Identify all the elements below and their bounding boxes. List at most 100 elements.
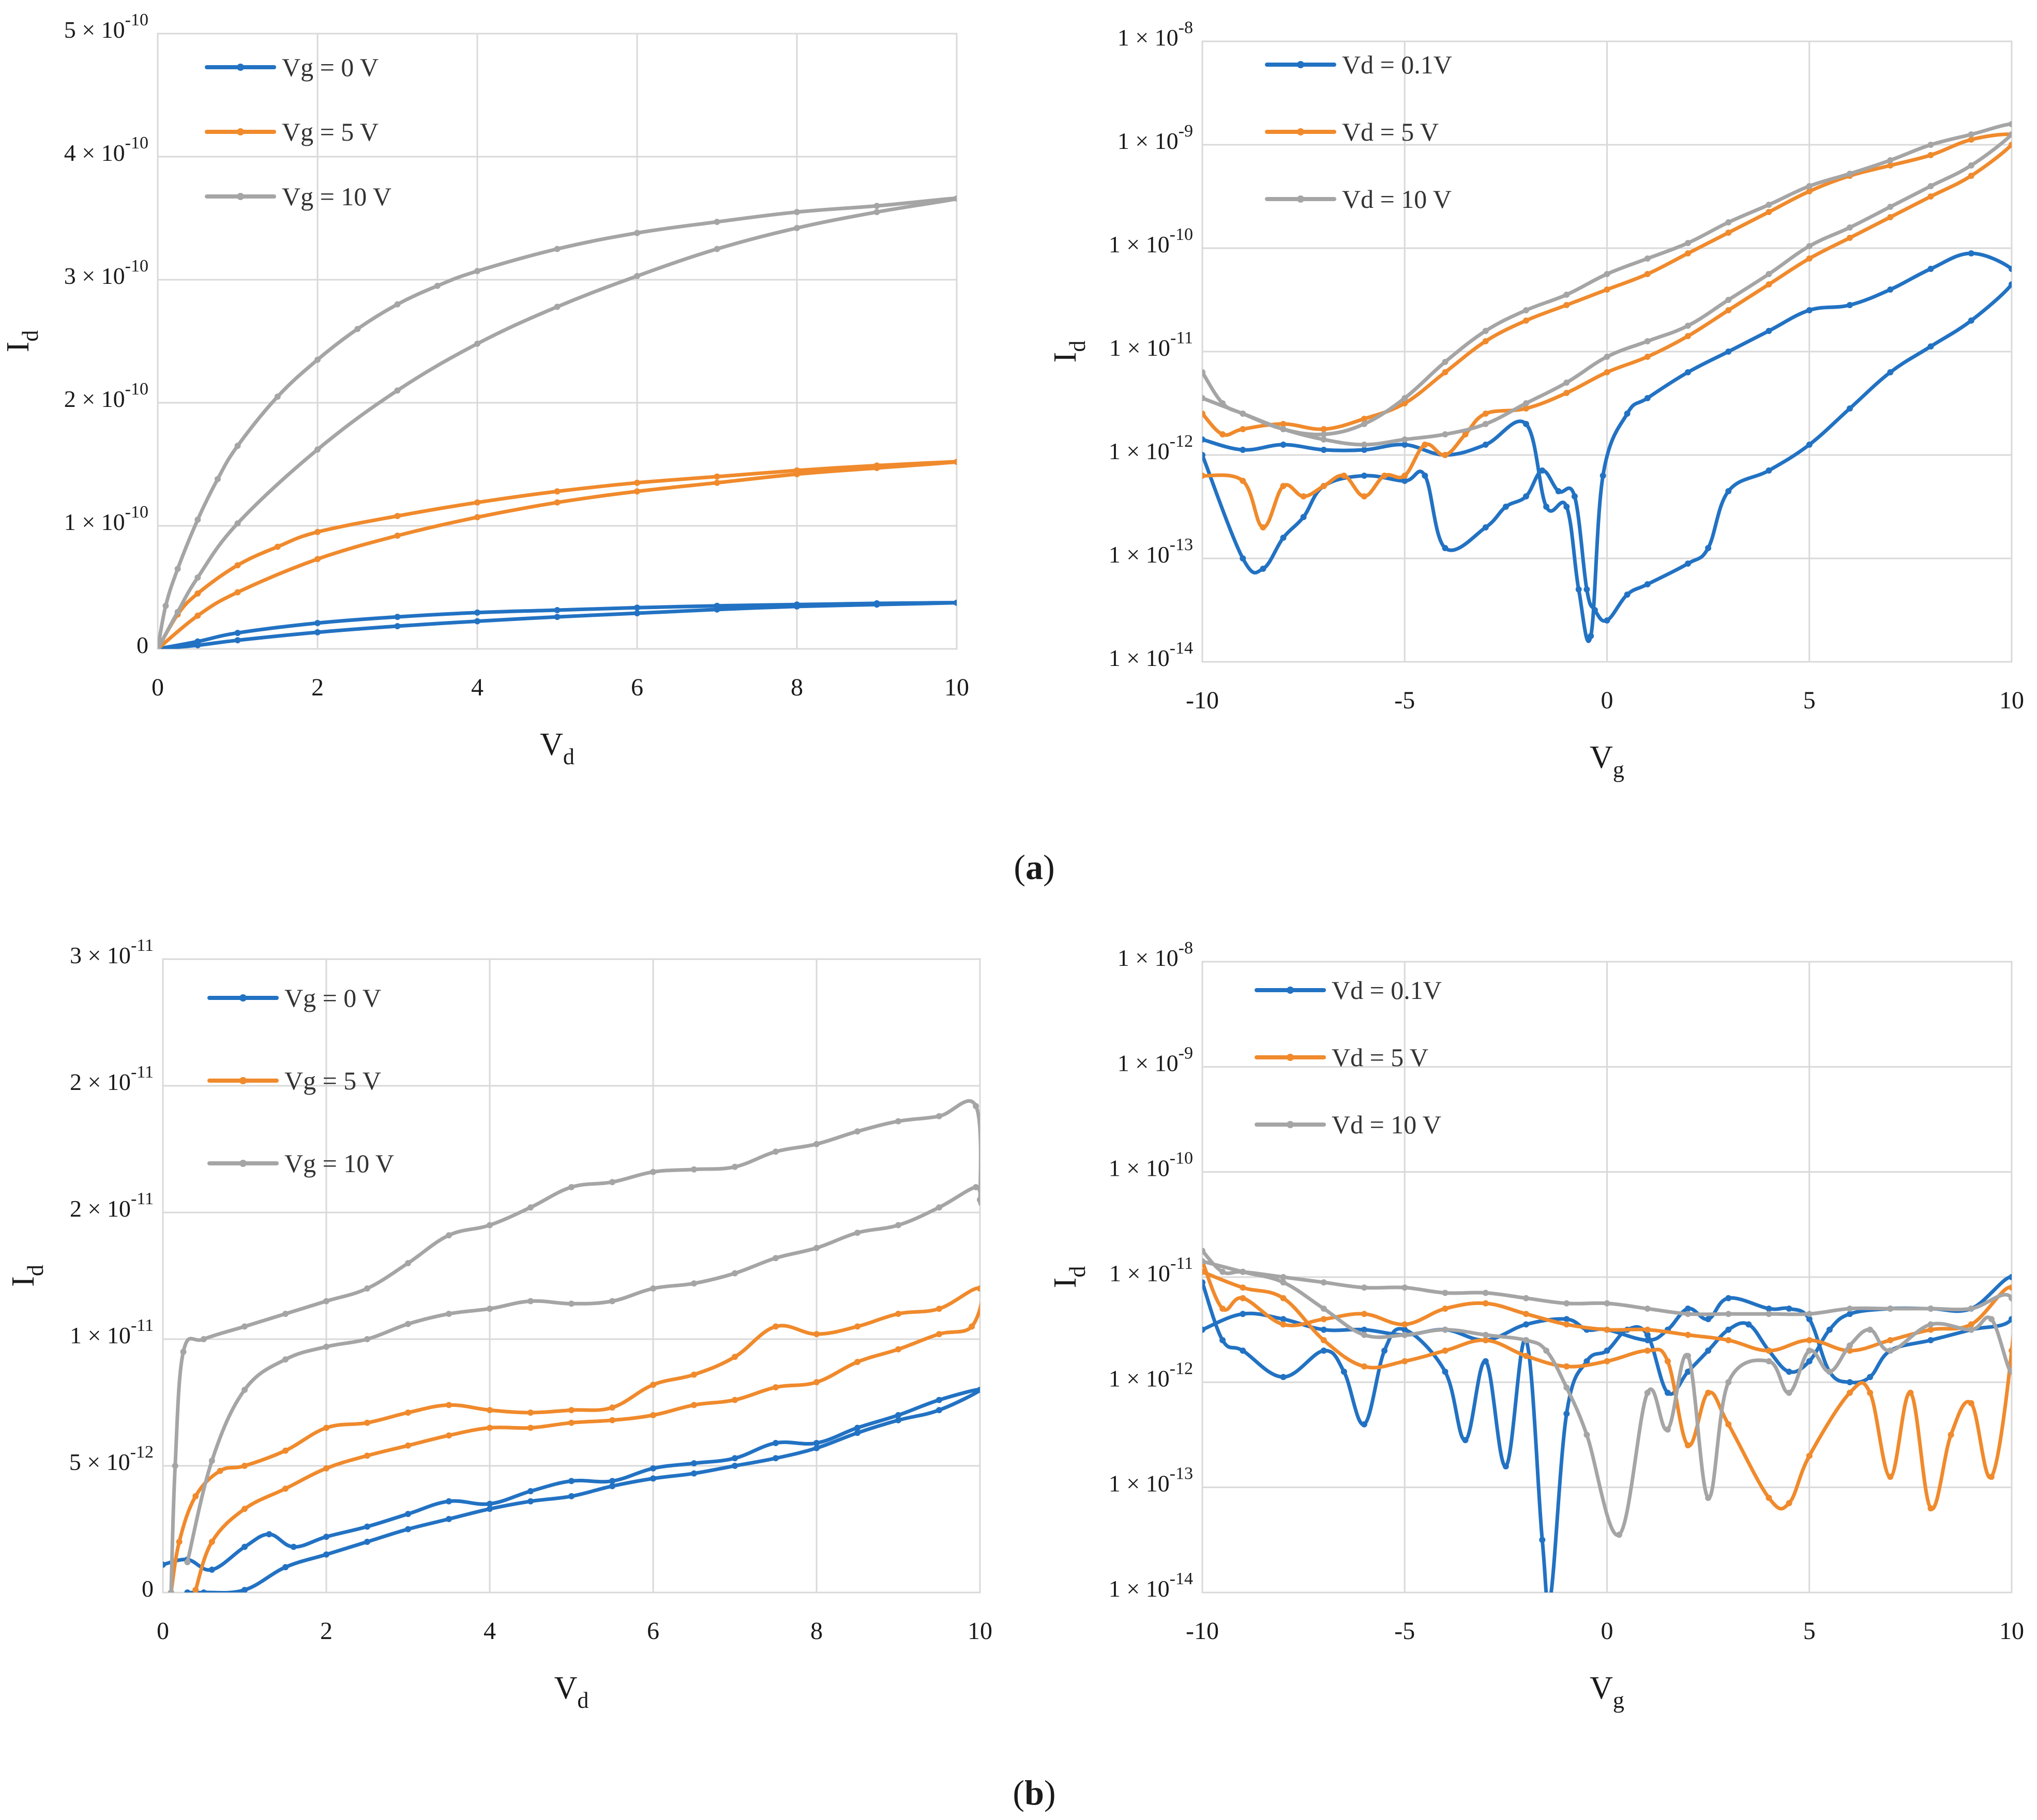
data-point xyxy=(1401,395,1408,401)
data-point xyxy=(1219,1268,1226,1275)
data-point xyxy=(854,1128,861,1135)
data-point xyxy=(487,1506,493,1512)
data-point xyxy=(554,304,561,310)
data-point xyxy=(242,1387,248,1393)
data-point xyxy=(1260,524,1266,530)
data-point xyxy=(854,1359,861,1366)
data-point xyxy=(813,1379,820,1386)
data-point xyxy=(1705,1347,1712,1354)
data-point xyxy=(192,1493,199,1499)
data-point xyxy=(1806,1347,1813,1354)
data-point xyxy=(1482,524,1489,530)
data-point xyxy=(1202,436,1205,443)
data-point xyxy=(394,623,401,629)
legend-label-vd-0-1v: Vd = 0.1V xyxy=(1342,50,1452,79)
data-point xyxy=(1806,307,1813,313)
data-point xyxy=(1600,473,1606,479)
series-group xyxy=(158,195,957,649)
data-point xyxy=(1806,1337,1813,1343)
data-point xyxy=(1202,395,1205,401)
data-point xyxy=(1786,1500,1792,1507)
data-point xyxy=(290,1543,297,1550)
data-point xyxy=(1381,473,1388,479)
data-point xyxy=(1482,1337,1489,1343)
data-point xyxy=(172,1463,178,1469)
data-point xyxy=(162,602,169,609)
data-point xyxy=(1240,555,1246,562)
data-point xyxy=(1320,483,1327,489)
data-point xyxy=(282,1356,289,1363)
x-tick-label: 8 xyxy=(810,1617,823,1645)
data-point xyxy=(1563,1321,1570,1328)
data-point xyxy=(1482,1300,1489,1307)
data-point xyxy=(527,1498,534,1505)
data-point xyxy=(714,219,720,225)
data-point xyxy=(314,629,321,635)
data-point xyxy=(609,1404,615,1411)
data-point xyxy=(1604,1326,1610,1333)
data-point xyxy=(1604,617,1610,624)
y-tick-label: 1 × 10-10 xyxy=(1109,225,1193,257)
data-point xyxy=(1644,395,1651,401)
data-point xyxy=(1685,560,1691,567)
data-point xyxy=(1442,359,1448,365)
y-tick-label: 1 × 10-10 xyxy=(1109,1149,1193,1181)
data-point xyxy=(1644,255,1651,262)
data-point xyxy=(1240,411,1246,417)
data-point xyxy=(691,1280,697,1287)
data-point xyxy=(1745,1321,1752,1328)
data-point xyxy=(977,1196,980,1203)
data-point xyxy=(691,1371,697,1378)
data-point xyxy=(554,488,561,495)
data-point xyxy=(1604,1300,1610,1307)
data-point xyxy=(527,1298,534,1305)
data-point xyxy=(2009,1284,2012,1291)
data-point xyxy=(446,1432,452,1439)
data-point xyxy=(1502,1463,1509,1469)
data-point xyxy=(650,1382,656,1388)
data-point xyxy=(650,1169,656,1175)
data-point xyxy=(1320,436,1327,443)
data-point xyxy=(1482,1331,1489,1338)
data-point xyxy=(474,268,480,275)
y-tick-label: 1 × 10-13 xyxy=(1109,1464,1193,1497)
data-point xyxy=(773,1323,779,1330)
data-point xyxy=(1644,1347,1651,1354)
series-line-vd-10-v xyxy=(1202,1249,2012,1537)
data-point xyxy=(1887,286,1894,293)
data-point xyxy=(1616,1531,1622,1538)
x-tick-label: 10 xyxy=(968,1617,992,1645)
data-point xyxy=(773,1455,779,1462)
data-point xyxy=(2009,1295,2012,1301)
data-point xyxy=(364,1452,370,1459)
data-point xyxy=(242,1543,248,1550)
data-point xyxy=(1725,1295,1732,1301)
data-point xyxy=(1523,1311,1529,1317)
data-point xyxy=(201,1589,207,1593)
data-point xyxy=(1202,411,1205,417)
data-point xyxy=(1644,354,1651,360)
data-point xyxy=(1588,633,1594,639)
data-point xyxy=(1202,1326,1205,1333)
data-point xyxy=(434,282,441,289)
data-point xyxy=(1806,1452,1813,1459)
data-point xyxy=(1644,1306,1651,1312)
data-point xyxy=(813,1331,820,1338)
y-tick-label: 3 × 10-11 xyxy=(70,936,154,968)
data-point xyxy=(405,1526,411,1533)
data-point xyxy=(446,1498,452,1505)
series-line-vd-0-1v xyxy=(1202,1275,2012,1593)
data-point xyxy=(1887,1474,1894,1480)
data-point xyxy=(773,1384,779,1391)
x-tick-label: -10 xyxy=(1186,687,1219,714)
y-tick-label: 1 × 10-11 xyxy=(1109,328,1193,361)
data-point xyxy=(895,1118,901,1125)
data-point xyxy=(1766,271,1772,277)
data-point xyxy=(217,1467,223,1474)
data-point xyxy=(1442,1306,1448,1312)
data-point xyxy=(1847,302,1853,308)
data-point xyxy=(163,1561,166,1568)
data-point xyxy=(895,1346,901,1353)
data-point xyxy=(446,1402,452,1408)
